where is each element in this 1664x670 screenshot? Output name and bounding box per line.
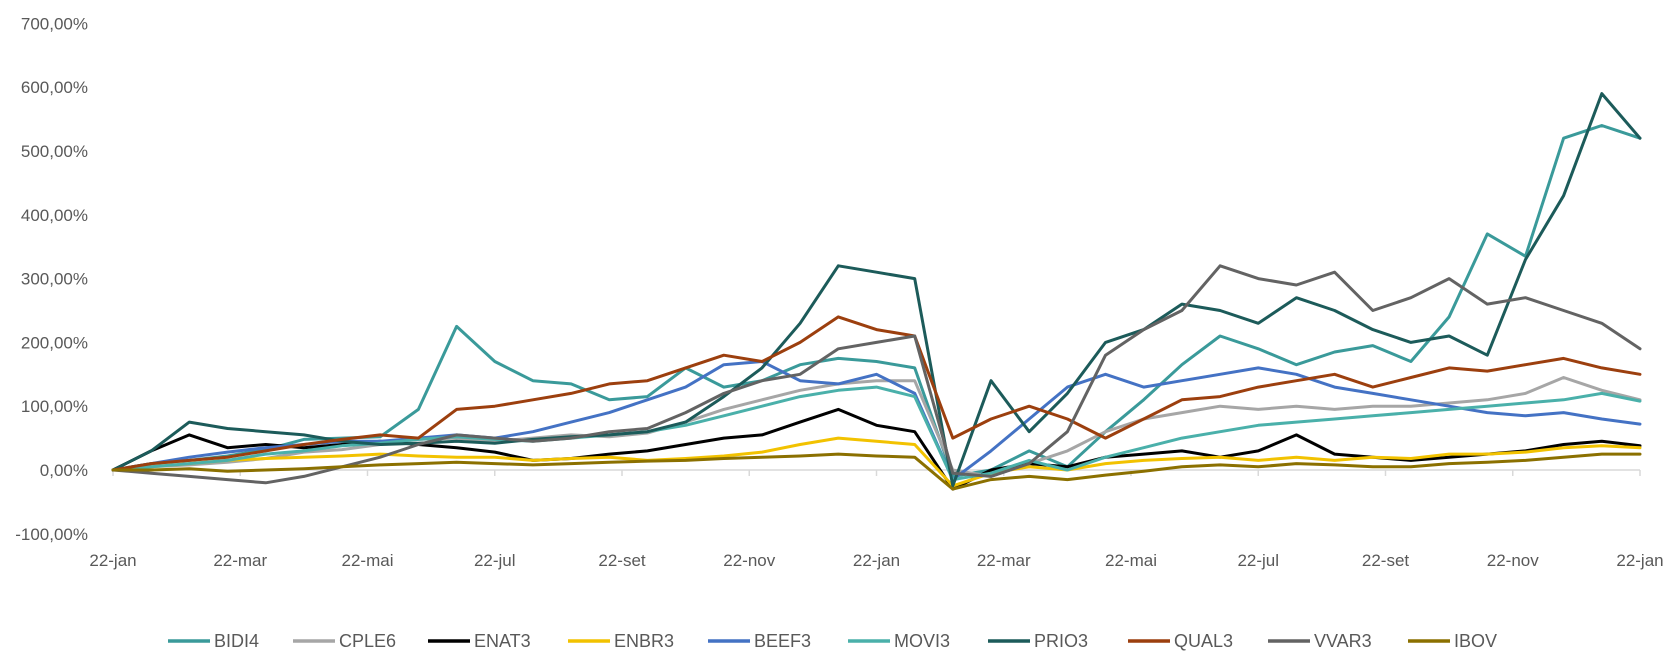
legend-label-bidi4: BIDI4: [214, 631, 259, 651]
legend-label-cple6: CPLE6: [339, 631, 396, 651]
series-line-qual3: [111, 315, 1642, 472]
legend-label-enat3: ENAT3: [474, 631, 531, 651]
x-tick-label: 22-mar: [213, 551, 267, 570]
legend-label-enbr3: ENBR3: [614, 631, 674, 651]
series-line-enbr3: [111, 436, 1642, 488]
series-line-cple6: [111, 376, 1642, 478]
legend-label-prio3: PRIO3: [1034, 631, 1088, 651]
y-tick-label: 100,00%: [21, 397, 88, 416]
x-tick-label: 22-nov: [1487, 551, 1539, 570]
x-tick-label: 22-jan: [89, 551, 136, 570]
x-tick-label: 22-mar: [977, 551, 1031, 570]
x-tick-label: 22-jul: [1237, 551, 1279, 570]
series-line-prio3: [111, 92, 1642, 488]
x-tick-label: 22-mai: [342, 551, 394, 570]
x-tick-label: 22-jan: [1616, 551, 1663, 570]
legend-label-beef3: BEEF3: [754, 631, 811, 651]
y-tick-label: -100,00%: [15, 525, 88, 544]
x-tick-label: 22-set: [598, 551, 646, 570]
legend-label-ibov: IBOV: [1454, 631, 1497, 651]
x-tick-label: 22-nov: [723, 551, 775, 570]
x-tick-label: 22-jul: [474, 551, 516, 570]
y-tick-label: 500,00%: [21, 142, 88, 161]
x-tick-label: 22-set: [1362, 551, 1410, 570]
series-lines: [111, 92, 1642, 491]
legend-label-movi3: MOVI3: [894, 631, 950, 651]
y-tick-label: 400,00%: [21, 206, 88, 225]
y-tick-label: 200,00%: [21, 333, 88, 352]
y-tick-label: 600,00%: [21, 78, 88, 97]
series-line-ibov: [111, 452, 1642, 491]
axes: -100,00% 0,00% 100,00% 200,00% 300,00% 400,00…: [15, 14, 1663, 570]
legend-label-qual3: QUAL3: [1174, 631, 1233, 651]
legend-label-vvar3: VVAR3: [1314, 631, 1372, 651]
y-tick-label: 0,00%: [40, 461, 88, 480]
y-tick-label: 300,00%: [21, 270, 88, 289]
series-line-vvar3: [111, 264, 1642, 485]
x-tick-label: 22-jan: [853, 551, 900, 570]
series-line-beef3: [111, 360, 1642, 482]
y-tick-label: 700,00%: [21, 14, 88, 33]
legend: BIDI4 CPLE6 ENAT3 ENBR3 BEEF3 MOVI3 PRIO3 QUAL3…: [168, 631, 1497, 651]
x-tick-label: 22-mai: [1105, 551, 1157, 570]
